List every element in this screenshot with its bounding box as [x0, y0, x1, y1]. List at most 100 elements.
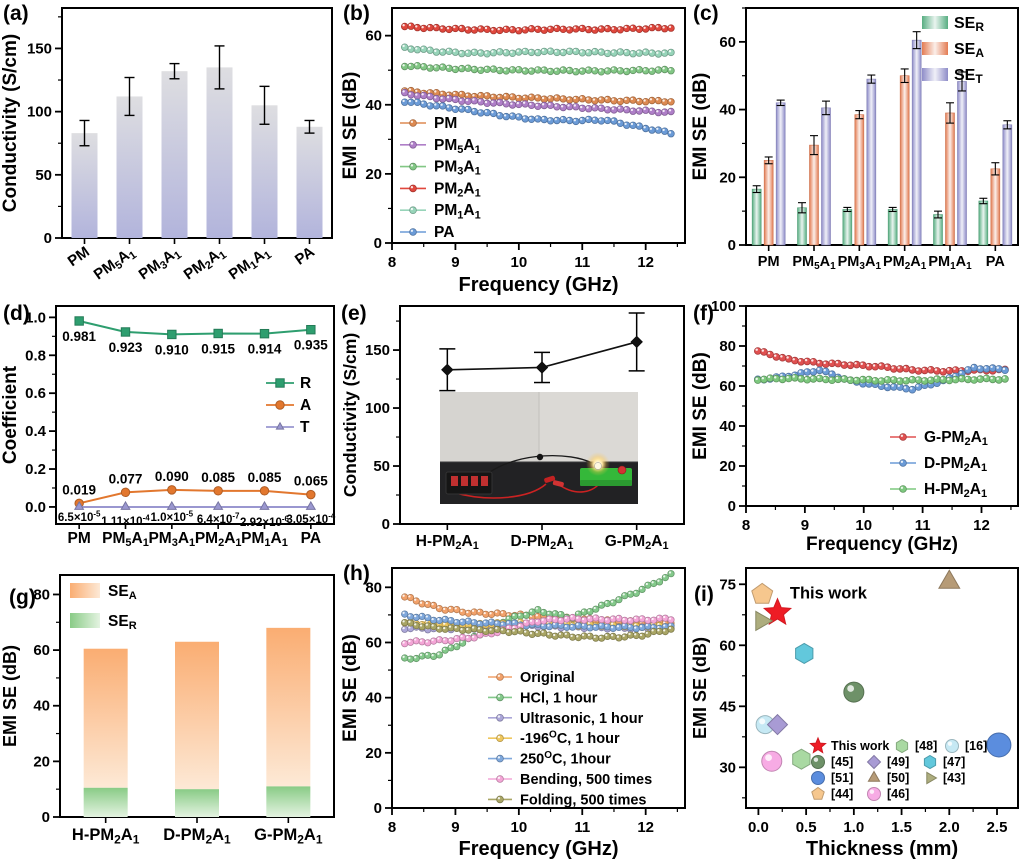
svg-text:[47]: [47] [943, 755, 965, 769]
svg-text:9: 9 [801, 517, 809, 534]
svg-text:Ultrasonic, 1 hour: Ultrasonic, 1 hour [520, 711, 644, 727]
svg-text:Bending, 500 times: Bending, 500 times [520, 772, 652, 788]
svg-text:0: 0 [728, 237, 736, 254]
svg-text:100: 100 [711, 300, 736, 315]
svg-text:Frequency (GHz): Frequency (GHz) [458, 274, 618, 296]
svg-text:Folding, 500 times: Folding, 500 times [520, 792, 647, 808]
svg-text:9: 9 [451, 819, 459, 836]
svg-text:45: 45 [719, 698, 736, 715]
svg-text:12: 12 [637, 819, 654, 836]
svg-text:10: 10 [855, 517, 872, 534]
svg-text:80: 80 [33, 586, 50, 603]
svg-text:Conductivity (S/cm): Conductivity (S/cm) [0, 34, 21, 212]
panel-d: (d) 0.0 0.2 0.4 0.6 0.8 1.0 Coefficient 0.981 0.… [0, 300, 340, 560]
svg-text:H-PM2A1: H-PM2A1 [416, 533, 479, 552]
svg-text:D-PM2A1: D-PM2A1 [163, 826, 231, 846]
panel-i-label: (i) [694, 583, 714, 606]
svg-text:[45]: [45] [831, 755, 853, 769]
svg-text:PM1A1: PM1A1 [928, 254, 972, 272]
svg-text:0.085: 0.085 [248, 470, 282, 485]
svg-text:PA: PA [434, 224, 454, 241]
svg-text:T: T [300, 419, 310, 436]
svg-text:60: 60 [719, 378, 736, 395]
svg-text:20: 20 [365, 166, 382, 183]
svg-text:0.981: 0.981 [62, 329, 96, 344]
svg-text:EMI SE (dB): EMI SE (dB) [690, 352, 711, 460]
svg-text:0: 0 [44, 230, 52, 247]
svg-text:SET: SET [954, 67, 983, 86]
panel-g: (g) 0 20 40 60 80 EMI SE (dB) H-PM2A1 D-PM2A1 G-… [0, 560, 340, 864]
svg-text:1.0: 1.0 [843, 819, 864, 836]
svg-text:PA: PA [301, 530, 321, 547]
panel-g-label: (g) [9, 586, 36, 609]
svg-text:EMI SE (dB): EMI SE (dB) [690, 73, 711, 181]
svg-text:[43]: [43] [943, 771, 965, 785]
svg-text:[50]: [50] [887, 771, 909, 785]
svg-text:H-PM2A1: H-PM2A1 [924, 481, 987, 500]
svg-text:20: 20 [33, 753, 50, 770]
svg-text:8: 8 [388, 254, 396, 271]
svg-text:SEA: SEA [108, 583, 137, 602]
panel-f-chart: 0 20 40 60 80 100 EMI SE (dB) Frequency (GHz) 8 9… [690, 300, 1019, 555]
panel-c: (c) 0 20 40 60 EMI SE (dB) PM PM5A1 PM3A1 PM2A1 P… [690, 0, 1024, 300]
svg-text:40: 40 [33, 698, 50, 715]
panel-c-label: (c) [693, 2, 719, 25]
svg-text:PM5A1: PM5A1 [792, 254, 836, 272]
svg-text:PM3A1: PM3A1 [148, 530, 195, 549]
svg-text:60: 60 [719, 637, 736, 654]
svg-text:10: 10 [510, 254, 527, 271]
svg-text:1.11×10-4: 1.11×10-4 [101, 514, 150, 528]
svg-text:[44]: [44] [831, 787, 853, 801]
svg-text:PM5A1: PM5A1 [434, 137, 481, 156]
svg-text:G-PM2A1: G-PM2A1 [924, 429, 988, 448]
svg-text:0.935: 0.935 [294, 338, 328, 353]
svg-text:PM3A1: PM3A1 [136, 243, 184, 285]
svg-text:40: 40 [719, 102, 736, 119]
svg-text:80: 80 [365, 579, 382, 596]
svg-text:250OC, 1hour: 250OC, 1hour [520, 750, 611, 768]
panel-c-chart: 0 20 40 60 EMI SE (dB) PM PM5A1 PM3A1 PM2A1 PM1A1… [690, 7, 1019, 272]
panel-e-label: (e) [341, 302, 367, 325]
svg-text:60: 60 [33, 642, 50, 659]
svg-text:-196OC, 1 hour: -196OC, 1 hour [520, 730, 620, 748]
svg-text:0: 0 [728, 498, 736, 515]
svg-text:PM: PM [758, 254, 780, 270]
svg-text:20: 20 [365, 745, 382, 762]
svg-text:Thickness (mm): Thickness (mm) [806, 838, 958, 860]
svg-text:R: R [300, 375, 311, 392]
svg-text:Frequency (GHz): Frequency (GHz) [458, 838, 618, 860]
svg-text:SER: SER [108, 613, 137, 632]
svg-text:0.5: 0.5 [796, 819, 817, 836]
panel-b-label: (b) [343, 2, 370, 25]
panel-f-label: (f) [693, 302, 714, 325]
svg-text:0.0: 0.0 [25, 499, 46, 516]
svg-text:[48]: [48] [915, 739, 937, 753]
svg-text:G-PM2A1: G-PM2A1 [254, 826, 323, 846]
svg-text:[49]: [49] [887, 755, 909, 769]
svg-text:D-PM2A1: D-PM2A1 [510, 533, 573, 552]
svg-text:0.065: 0.065 [294, 474, 328, 489]
panel-i-chart: 30 45 60 75 EMI SE (dB) Thickness (mm) 0.0 0.5 1… [690, 567, 1019, 860]
svg-text:0.8: 0.8 [25, 347, 46, 364]
svg-text:0: 0 [374, 235, 382, 252]
svg-text:0.090: 0.090 [155, 469, 189, 484]
svg-text:12: 12 [973, 517, 990, 534]
panel-h-label: (h) [343, 562, 370, 585]
panel-b-chart: 0 20 40 60 EMI SE (dB) Frequency (GHz) 8 9 10 11 1… [340, 7, 686, 296]
circuit-photo-inset [440, 392, 638, 504]
svg-text:2.92×10-6: 2.92×10-6 [240, 515, 290, 529]
svg-text:6.4×10-7: 6.4×10-7 [197, 512, 240, 526]
svg-text:0.915: 0.915 [201, 341, 235, 356]
panel-h-chart: 0 20 40 60 80 EMI SE (dB) Frequency (GHz) 8 9 10 1… [340, 567, 686, 860]
svg-text:SEA: SEA [954, 41, 984, 60]
panel-f: (f) 0 20 40 60 80 100 EMI SE (dB) Frequency (GH… [690, 300, 1024, 560]
svg-text:0.085: 0.085 [201, 470, 235, 485]
svg-text:9: 9 [451, 254, 459, 271]
svg-text:PM: PM [68, 530, 91, 547]
svg-text:A: A [300, 397, 311, 414]
panel-b: (b) 0 20 40 60 EMI SE (dB) Frequency (GHz) 8 9 1… [340, 0, 690, 300]
svg-text:H-PM2A1: H-PM2A1 [72, 826, 140, 846]
svg-text:0.4: 0.4 [25, 423, 47, 440]
svg-text:[46]: [46] [887, 787, 909, 801]
svg-text:150: 150 [27, 40, 52, 57]
